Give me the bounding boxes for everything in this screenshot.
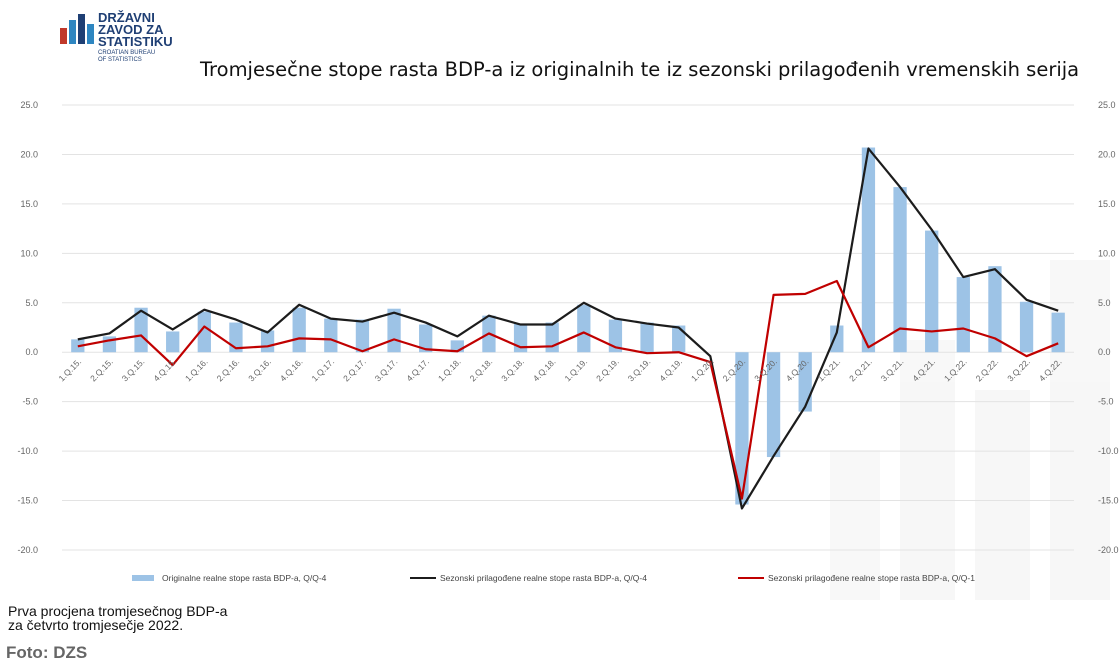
x-tick-label: 3.Q.15.	[120, 357, 147, 384]
x-tick-label: 4.Q.17.	[404, 357, 431, 384]
y-axis-right: 25.0 20.0 15.0 10.0 5.0 0.0 -5.0 -10.0 -15.0 -20.…	[1098, 100, 1119, 555]
logo-sub-line-2: OF STATISTICS	[98, 57, 142, 63]
x-tick-label: 3.Q.16.	[246, 357, 273, 384]
y-tick-label-left: 25.0	[20, 100, 38, 110]
bar-1q17	[324, 318, 338, 353]
legend-label: Sezonski prilagođene realne stope rasta …	[768, 573, 975, 583]
dzs-logo: DRŽAVNI ZAVOD ZA STATISTIKU CROATIAN BUR…	[58, 10, 198, 80]
y-tick-label-right: -10.0	[1098, 446, 1119, 456]
line-series	[77, 147, 1059, 510]
bar-4q15	[166, 331, 180, 353]
logo-line-3: STATISTIKU	[98, 34, 173, 49]
y-tick-label-left: -15.0	[17, 496, 38, 506]
bar-3q22	[1019, 301, 1034, 353]
watermark-graphic	[830, 260, 1110, 600]
bar-3q19	[640, 322, 654, 353]
y-tick-label-left: 20.0	[20, 149, 38, 159]
x-tick-label: 2.Q.18.	[468, 357, 495, 384]
logo-line-1: DRŽAVNI	[98, 10, 155, 25]
x-tick-label: 2.Q.17.	[341, 357, 368, 384]
x-tick-label: 2.Q.15.	[88, 357, 115, 384]
x-tick-label: 1.Q.17.	[309, 357, 336, 384]
x-tick-label: 4.Q.16.	[278, 357, 305, 384]
caption-line-2: za četvrto tromjesečje 2022.	[8, 617, 184, 633]
y-tick-label-left: 5.0	[25, 298, 38, 308]
bar-4q17	[419, 324, 433, 353]
caption-line-1: Prva procjena tromjesečnog BDP-a	[8, 603, 228, 619]
y-tick-label-left: 15.0	[20, 199, 38, 209]
y-tick-label-right: 10.0	[1098, 248, 1116, 258]
chart-title: Tromjesečne stope rasta BDP-a iz origina…	[200, 58, 1080, 81]
y-tick-label-left: -5.0	[22, 397, 38, 407]
x-tick-label: 1.Q.21.	[815, 357, 842, 384]
y-tick-label-right: 5.0	[1098, 298, 1111, 308]
x-tick-label: 2.Q.16.	[215, 357, 242, 384]
y-tick-label-left: -20.0	[17, 545, 38, 555]
bar-2q19	[608, 319, 623, 353]
legend-label: Originalne realne stope rasta BDP-a, Q/Q…	[162, 573, 327, 583]
logo-sub-line-1: CROATIAN BUREAU	[98, 50, 156, 56]
x-tick-label: 4.Q.15.	[151, 357, 178, 384]
legend-label: Sezonski prilagođene realne stope rasta …	[440, 573, 647, 583]
bar-4q22	[1051, 312, 1065, 353]
caption: Prva procjena tromjesečnog BDP-a za četv…	[8, 604, 227, 632]
bar-2q17	[355, 319, 370, 353]
series-line-1	[77, 147, 1059, 510]
x-tick-label: 3.Q.19.	[626, 357, 653, 384]
y-axis-left: 25.0 20.0 15.0 10.0 5.0 0.0 -5.0 -10.0 -15.0 -20.…	[17, 100, 38, 555]
y-tick-label-right: -5.0	[1098, 397, 1114, 407]
bar-series	[71, 147, 1065, 505]
y-tick-label-right: -15.0	[1098, 496, 1119, 506]
bar-1q19	[577, 304, 591, 353]
series-line-2	[77, 279, 1059, 500]
bar-3q21	[893, 187, 907, 353]
chart-canvas: 25.0 20.0 15.0 10.0 5.0 0.0 -5.0 -10.0 -15.0 -20.…	[17, 100, 1119, 600]
x-tick-label: 2.Q.19.	[594, 357, 621, 384]
logo-line-2: ZAVOD ZA	[98, 22, 164, 37]
bar-4q18	[545, 322, 559, 353]
y-tick-label-right: -20.0	[1098, 545, 1119, 555]
x-tick-label: 3.Q.17.	[373, 357, 400, 384]
logo-wordmark: DRŽAVNI ZAVOD ZA STATISTIKU	[98, 10, 173, 49]
bar-1q18	[450, 340, 464, 353]
y-tick-label-left: -10.0	[17, 446, 38, 456]
bar-1q22	[956, 277, 970, 353]
x-tick-label: 2.Q.22.	[974, 357, 1001, 384]
y-tick-label-right: 0.0	[1098, 347, 1111, 357]
x-tick-label: 1.Q.18.	[436, 357, 463, 384]
bar-3q15	[134, 307, 148, 353]
legend-swatch-bar	[132, 575, 154, 581]
x-tick-label: 4.Q.19.	[657, 357, 684, 384]
x-tick-label: 2.Q.21.	[847, 357, 874, 384]
bar-3q20	[766, 352, 781, 458]
bar-4q19	[672, 325, 686, 353]
legend: Originalne realne stope rasta BDP-a, Q/Q…	[132, 573, 975, 583]
x-tick-label: 1.Q.19.	[562, 357, 589, 384]
y-tick-label-right: 25.0	[1098, 100, 1116, 110]
x-tick-label: 1.Q.15.	[56, 357, 83, 384]
bar-3q16	[260, 330, 275, 353]
y-tick-label-left: 0.0	[25, 347, 38, 357]
bar-2q20	[735, 352, 749, 505]
y-tick-label-right: 20.0	[1098, 149, 1116, 159]
y-tick-label-left: 10.0	[20, 248, 38, 258]
x-tick-label: 3.Q.22.	[1005, 357, 1032, 384]
bar-2q21	[861, 147, 876, 353]
logo-subtitle: CROATIAN BUREAU OF STATISTICS	[98, 50, 155, 64]
bar-2q22	[988, 266, 1002, 353]
x-tick-label: 1.Q.16.	[183, 357, 210, 384]
x-tick-label: 4.Q.18.	[531, 357, 558, 384]
bar-4q21	[925, 230, 939, 353]
photo-credit: Foto: DZS	[6, 643, 88, 662]
logo-mark-icon	[60, 14, 94, 44]
x-tick-label: 3.Q.18.	[499, 357, 526, 384]
bar-1q21	[830, 325, 844, 353]
bar-4q16	[292, 307, 306, 353]
bar-1q16	[197, 311, 211, 353]
y-tick-label-right: 15.0	[1098, 199, 1116, 209]
